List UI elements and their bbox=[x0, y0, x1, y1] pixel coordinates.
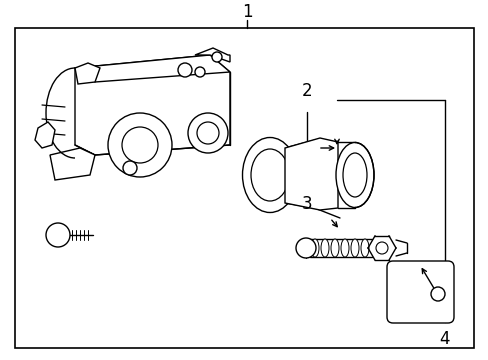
Circle shape bbox=[197, 122, 219, 144]
Ellipse shape bbox=[310, 239, 318, 257]
Circle shape bbox=[108, 113, 172, 177]
Polygon shape bbox=[50, 148, 95, 180]
Bar bbox=[15, 28, 473, 348]
Ellipse shape bbox=[330, 239, 338, 257]
Circle shape bbox=[430, 287, 444, 301]
Text: 2: 2 bbox=[301, 82, 312, 100]
Ellipse shape bbox=[250, 149, 288, 201]
Polygon shape bbox=[35, 122, 55, 148]
Text: 4: 4 bbox=[439, 330, 449, 348]
Circle shape bbox=[295, 238, 315, 258]
Polygon shape bbox=[75, 55, 229, 155]
Circle shape bbox=[46, 223, 70, 247]
Ellipse shape bbox=[335, 143, 373, 207]
Circle shape bbox=[122, 127, 158, 163]
Ellipse shape bbox=[342, 153, 366, 197]
Ellipse shape bbox=[350, 239, 358, 257]
Polygon shape bbox=[285, 138, 337, 210]
Polygon shape bbox=[195, 48, 229, 62]
Ellipse shape bbox=[242, 138, 297, 212]
Text: 3: 3 bbox=[301, 195, 312, 213]
Circle shape bbox=[195, 67, 204, 77]
Circle shape bbox=[375, 242, 387, 254]
Polygon shape bbox=[75, 55, 229, 82]
Text: 1: 1 bbox=[241, 3, 252, 21]
Ellipse shape bbox=[360, 239, 368, 257]
Circle shape bbox=[123, 161, 137, 175]
FancyBboxPatch shape bbox=[386, 261, 453, 323]
Ellipse shape bbox=[340, 239, 348, 257]
Circle shape bbox=[178, 63, 192, 77]
Circle shape bbox=[212, 52, 222, 62]
Circle shape bbox=[187, 113, 227, 153]
Ellipse shape bbox=[320, 239, 328, 257]
Polygon shape bbox=[75, 63, 100, 84]
